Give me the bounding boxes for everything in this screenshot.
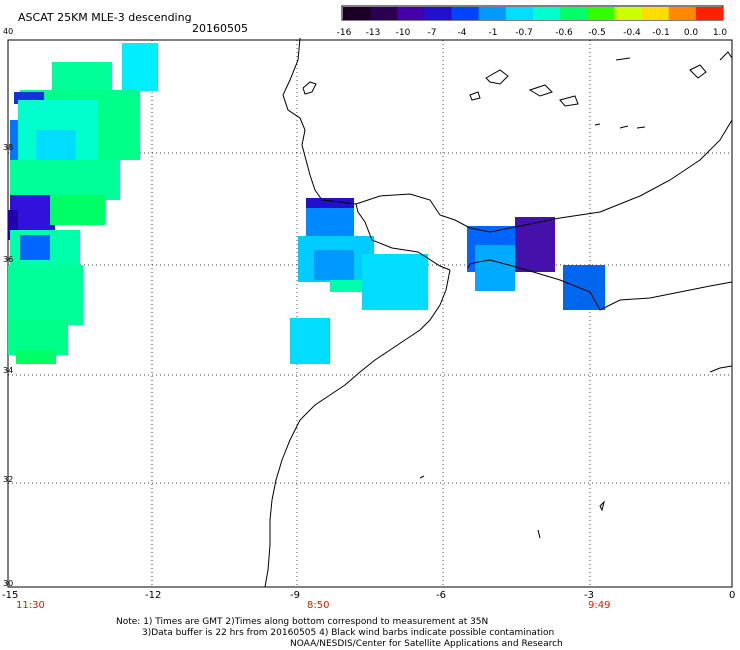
colorbar-label: -0.7 xyxy=(515,28,533,38)
colorbar-label: -7 xyxy=(427,28,437,38)
lon-label: -15 xyxy=(2,590,19,601)
colorbar-swatch xyxy=(587,7,615,20)
note-line-1: Note: 1) Times are GMT 2)Times along bot… xyxy=(116,617,489,627)
colorbar-label: 0.0 xyxy=(683,28,699,38)
colorbar-swatch xyxy=(560,7,588,20)
colorbar-label: -4 xyxy=(457,28,467,38)
colorbar-swatch xyxy=(641,7,670,20)
colorbar-swatches xyxy=(343,7,724,20)
colorbar-swatch xyxy=(451,7,480,20)
colorbar-swatch xyxy=(533,7,561,20)
lat-label: 30 xyxy=(3,579,14,588)
lon-label: -6 xyxy=(436,590,446,601)
lon-label: -9 xyxy=(290,590,300,601)
colorbar-swatch xyxy=(695,7,724,20)
colorbar-label: -16 xyxy=(336,28,352,38)
map-title: ASCAT 25KM MLE-3 descending xyxy=(18,11,192,24)
lon-label: 0 xyxy=(729,590,736,601)
note-line-3: NOAA/NESDIS/Center for Satellite Applica… xyxy=(290,639,563,649)
data-swath-east xyxy=(467,217,605,310)
map-date: 20160505 xyxy=(192,22,248,35)
colorbar-label: -0.1 xyxy=(652,28,670,38)
note-line-2: 3)Data buffer is 22 hrs from 20160505 4)… xyxy=(142,628,555,638)
colorbar-label: -0.5 xyxy=(588,28,606,38)
colorbar-label: -1 xyxy=(488,28,498,38)
lat-label: 38 xyxy=(3,143,14,152)
colorbar-swatch xyxy=(370,7,398,20)
colorbar-swatch xyxy=(614,7,643,20)
pass-time-label: 9:49 xyxy=(588,600,611,611)
pass-time-label: 8:50 xyxy=(307,600,330,611)
colorbar-label: -0.4 xyxy=(623,28,641,38)
colorbar-swatch xyxy=(424,7,453,20)
colorbar-label: 1.0 xyxy=(712,28,728,38)
colorbar-swatch xyxy=(505,7,534,20)
lat-label: 32 xyxy=(3,475,14,484)
colorbar-swatch xyxy=(478,7,507,20)
data-swath-west xyxy=(8,43,158,364)
colorbar-label: -10 xyxy=(395,28,411,38)
pass-time-label: 11:30 xyxy=(16,600,45,611)
data-swath-central xyxy=(290,198,428,364)
colorbar-swatch xyxy=(397,7,425,20)
lat-label: 34 xyxy=(3,366,14,375)
lon-label: -3 xyxy=(584,590,594,601)
lat-label: 36 xyxy=(3,255,14,264)
lon-label: -12 xyxy=(145,590,162,601)
colorbar-swatch xyxy=(343,7,371,20)
colorbar-swatch xyxy=(668,7,697,20)
colorbar-label: -13 xyxy=(365,28,381,38)
colorbar-label: -0.6 xyxy=(555,28,573,38)
coastlines xyxy=(264,37,733,588)
lat-label: 40 xyxy=(3,27,14,36)
